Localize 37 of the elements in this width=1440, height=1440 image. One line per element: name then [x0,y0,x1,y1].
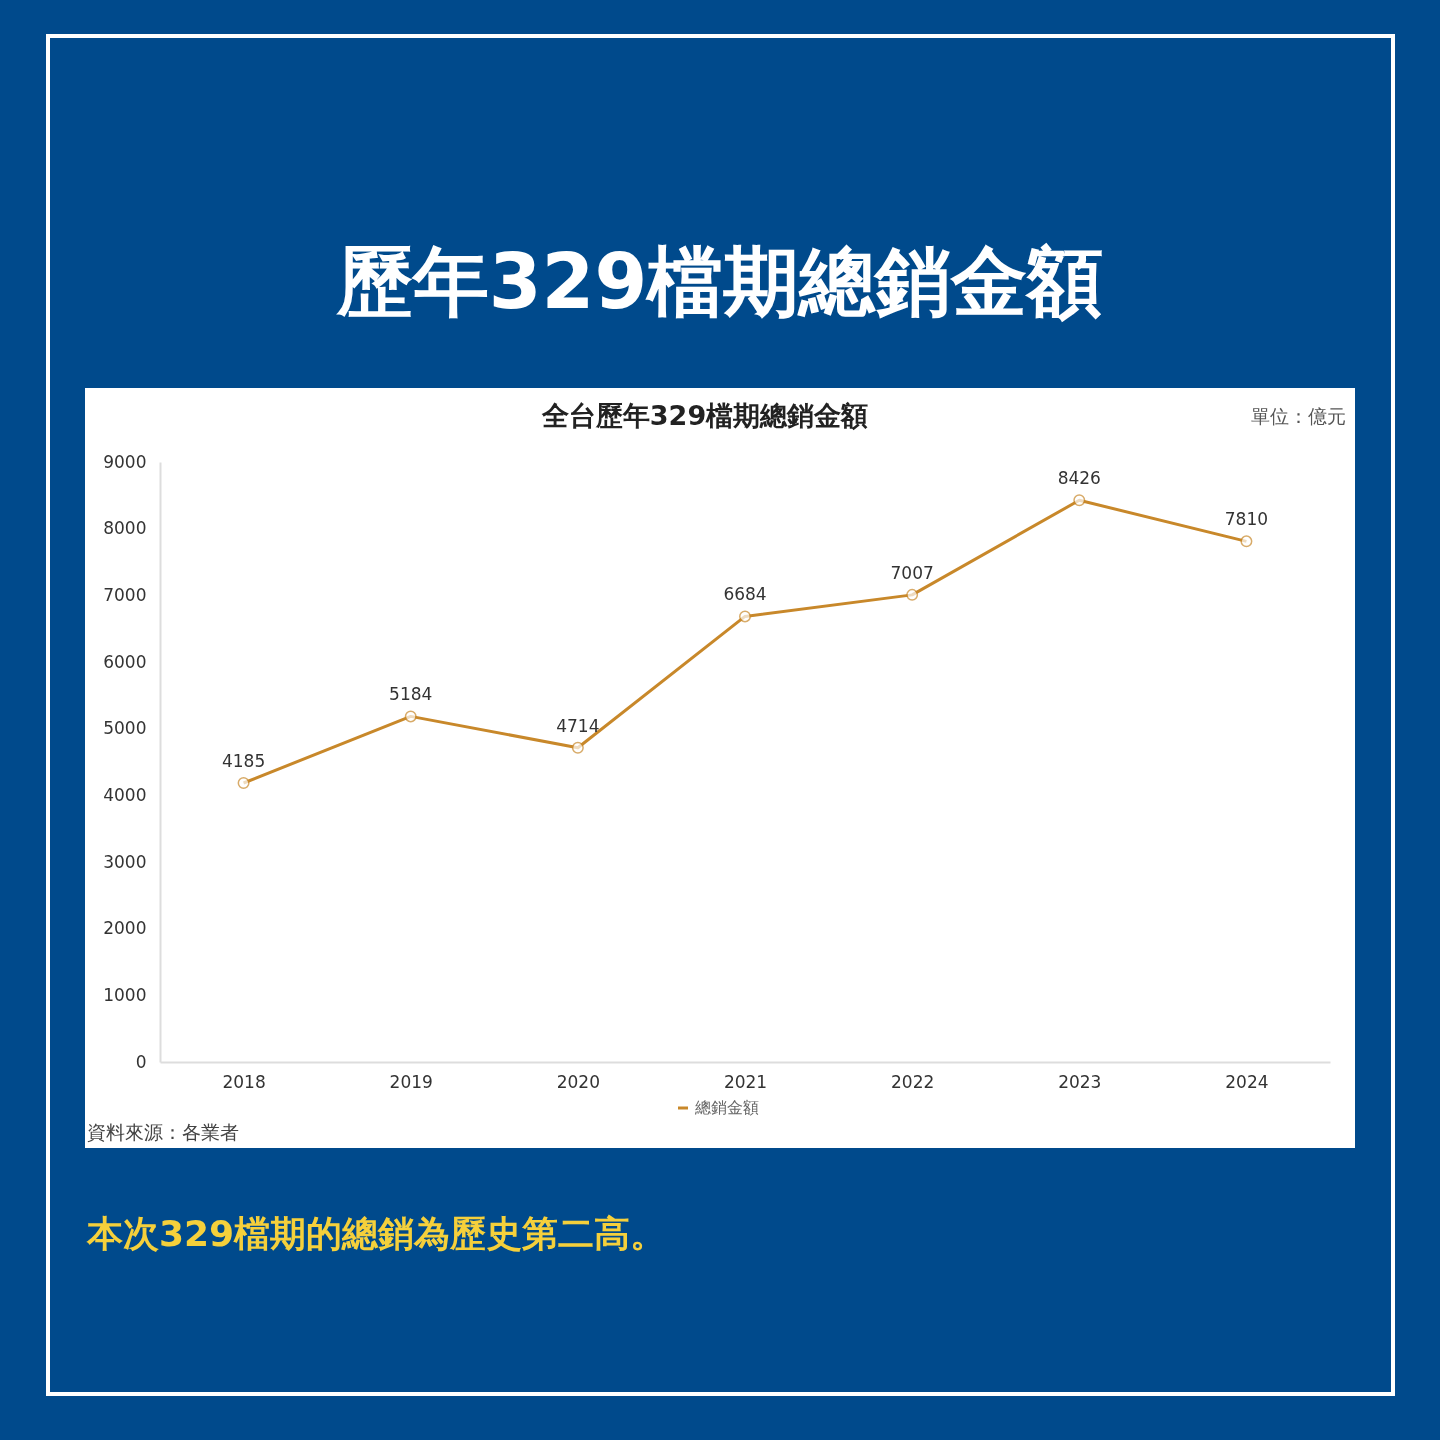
y-tick-label: 8000 [103,518,147,539]
point [1240,535,1253,548]
x-tick-label: 2021 [723,1071,768,1092]
x-tick-label: 2022 [891,1071,935,1092]
data-label: 5184 [389,684,433,705]
y-tick-label: 4000 [103,784,147,805]
chart-title: 歷年329檔期總銷金額 [335,237,1104,326]
data-label: 6684 [723,584,767,605]
x-tick-label: 2023 [1058,1071,1102,1092]
x-tick-label: 2020 [556,1071,600,1092]
y-tick-label: 2000 [103,918,147,939]
y-tick-label: 6000 [103,651,147,672]
y-tick-label: 3000 [103,851,147,872]
data-label: 7810 [1224,509,1269,530]
x-tick-label: 2024 [1225,1071,1269,1092]
point [906,588,919,601]
x-tick-label: 2019 [389,1071,433,1092]
x-tick-label: 2018 [222,1071,266,1092]
y-tick-label: 5000 [103,718,147,739]
point [739,610,751,623]
y-tick-label: 7000 [103,584,147,605]
data-label: 4185 [221,751,266,771]
point [237,777,250,789]
point [571,741,584,754]
y-tick-label: 1000 [103,984,147,1005]
point [404,710,417,723]
chart-subtitle: 全台歷年329檔期總銷金額 [540,400,869,431]
point [1073,494,1086,507]
data-label: 8426 [1057,468,1101,489]
data-label: 7007 [890,562,934,583]
source-note: 資料來源：各業者 [87,1121,239,1143]
text: 本次329檔期的總銷為歷史第二高。 [86,1213,667,1254]
text: 單位：億元 [1251,405,1346,427]
y-tick-label: 9000 [103,451,147,472]
data-label: 4714 [556,715,600,736]
legend-label: 總銷金額 [694,1098,759,1117]
y-tick-label: 0 [135,1051,147,1072]
